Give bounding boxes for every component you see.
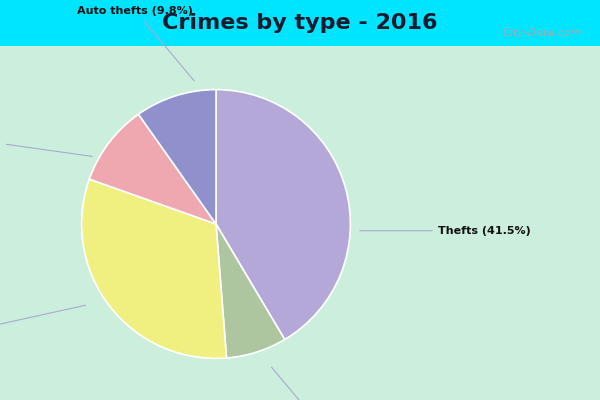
Text: Robberies (7.3%): Robberies (7.3%) (272, 367, 384, 400)
Text: Assaults (9.8%): Assaults (9.8%) (0, 132, 92, 156)
Text: Crimes by type - 2016: Crimes by type - 2016 (162, 13, 438, 33)
Wedge shape (216, 224, 285, 358)
Text: City-Data.com: City-Data.com (503, 28, 582, 38)
Wedge shape (89, 114, 216, 224)
Wedge shape (139, 90, 216, 224)
Text: Auto thefts (9.8%): Auto thefts (9.8%) (77, 6, 194, 81)
Wedge shape (82, 179, 227, 358)
Text: Burglaries (31.7%): Burglaries (31.7%) (0, 305, 86, 343)
Wedge shape (216, 90, 350, 340)
Text: Thefts (41.5%): Thefts (41.5%) (360, 226, 530, 236)
